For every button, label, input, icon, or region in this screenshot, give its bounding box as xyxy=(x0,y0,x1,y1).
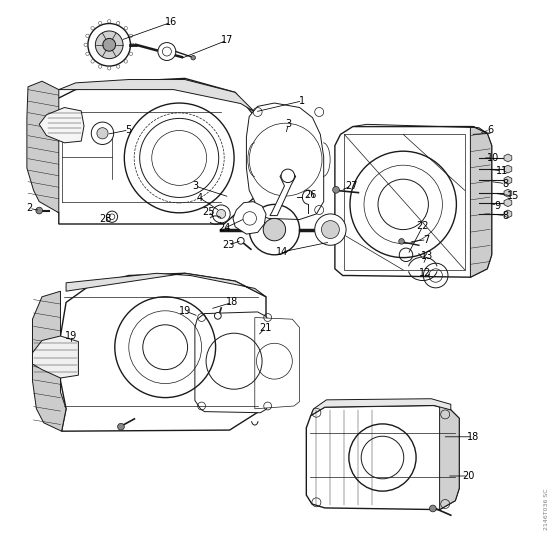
Circle shape xyxy=(36,207,43,214)
Circle shape xyxy=(124,26,128,30)
Circle shape xyxy=(263,218,286,241)
Circle shape xyxy=(131,43,134,46)
Circle shape xyxy=(84,43,87,46)
Circle shape xyxy=(430,505,436,512)
Text: 18: 18 xyxy=(467,432,479,442)
Circle shape xyxy=(315,214,346,245)
Circle shape xyxy=(162,47,171,56)
Text: 8: 8 xyxy=(503,211,508,221)
Circle shape xyxy=(99,21,102,25)
Polygon shape xyxy=(66,273,266,297)
Polygon shape xyxy=(335,127,492,277)
Circle shape xyxy=(281,169,295,183)
Polygon shape xyxy=(59,80,255,112)
Circle shape xyxy=(321,221,339,239)
Circle shape xyxy=(129,34,133,38)
Text: 6: 6 xyxy=(487,125,493,135)
Text: 3: 3 xyxy=(286,119,291,129)
Circle shape xyxy=(103,39,115,51)
Text: 14: 14 xyxy=(276,247,288,257)
Circle shape xyxy=(91,122,114,144)
Text: 22: 22 xyxy=(417,221,429,231)
Polygon shape xyxy=(195,312,273,413)
Polygon shape xyxy=(440,405,459,510)
Circle shape xyxy=(91,60,94,63)
Polygon shape xyxy=(270,171,296,216)
Circle shape xyxy=(86,52,89,55)
Circle shape xyxy=(116,21,120,25)
Text: 24: 24 xyxy=(218,223,230,234)
Circle shape xyxy=(95,31,123,59)
Text: 12: 12 xyxy=(419,268,432,278)
Text: 19: 19 xyxy=(65,331,77,341)
Polygon shape xyxy=(255,318,300,409)
Polygon shape xyxy=(60,273,266,431)
Text: 15: 15 xyxy=(507,191,519,201)
Polygon shape xyxy=(470,127,492,277)
Text: 21: 21 xyxy=(259,323,272,333)
Polygon shape xyxy=(32,291,66,431)
Circle shape xyxy=(399,239,404,244)
Polygon shape xyxy=(504,210,512,218)
Text: 5: 5 xyxy=(125,125,132,135)
Circle shape xyxy=(191,55,195,60)
Circle shape xyxy=(116,65,120,68)
Polygon shape xyxy=(504,154,512,162)
Circle shape xyxy=(129,52,133,55)
Text: 16: 16 xyxy=(165,17,177,27)
Circle shape xyxy=(217,209,226,218)
Circle shape xyxy=(124,60,128,63)
Text: 27: 27 xyxy=(346,181,358,191)
Polygon shape xyxy=(306,405,459,510)
Polygon shape xyxy=(504,176,512,184)
Text: 23: 23 xyxy=(222,240,235,250)
Circle shape xyxy=(237,237,244,244)
Text: 9: 9 xyxy=(494,200,500,211)
Text: 7: 7 xyxy=(423,235,430,245)
Text: 25: 25 xyxy=(202,207,214,217)
Circle shape xyxy=(158,43,176,60)
Polygon shape xyxy=(39,108,84,143)
Text: 20: 20 xyxy=(462,471,474,481)
Circle shape xyxy=(333,186,339,193)
Text: 3: 3 xyxy=(192,181,198,191)
Text: 10: 10 xyxy=(487,153,499,163)
Text: 8: 8 xyxy=(503,179,508,189)
Text: 17: 17 xyxy=(221,35,233,45)
Circle shape xyxy=(212,205,230,223)
Circle shape xyxy=(88,24,130,66)
Text: 19: 19 xyxy=(179,306,191,316)
Text: 1: 1 xyxy=(300,96,305,106)
Text: 4: 4 xyxy=(197,193,202,203)
Circle shape xyxy=(91,26,94,30)
Circle shape xyxy=(99,65,102,68)
Circle shape xyxy=(108,20,111,23)
Polygon shape xyxy=(504,199,512,207)
Polygon shape xyxy=(353,124,487,133)
Text: 11: 11 xyxy=(496,166,508,176)
Polygon shape xyxy=(504,189,512,197)
Polygon shape xyxy=(233,202,266,234)
Polygon shape xyxy=(39,78,258,224)
Text: 2: 2 xyxy=(26,203,32,213)
Circle shape xyxy=(214,312,221,319)
Text: 13: 13 xyxy=(421,251,433,262)
Polygon shape xyxy=(311,399,451,416)
Polygon shape xyxy=(32,336,78,378)
Text: 18: 18 xyxy=(226,297,239,307)
Polygon shape xyxy=(27,81,59,213)
Circle shape xyxy=(97,128,108,139)
Polygon shape xyxy=(504,165,512,173)
Text: 26: 26 xyxy=(305,190,317,200)
Circle shape xyxy=(108,67,111,70)
Circle shape xyxy=(118,423,124,430)
Circle shape xyxy=(106,211,118,222)
Text: 2146T036 SC: 2146T036 SC xyxy=(544,489,548,530)
Circle shape xyxy=(86,34,89,38)
Polygon shape xyxy=(246,103,324,220)
Text: 28: 28 xyxy=(99,214,111,224)
